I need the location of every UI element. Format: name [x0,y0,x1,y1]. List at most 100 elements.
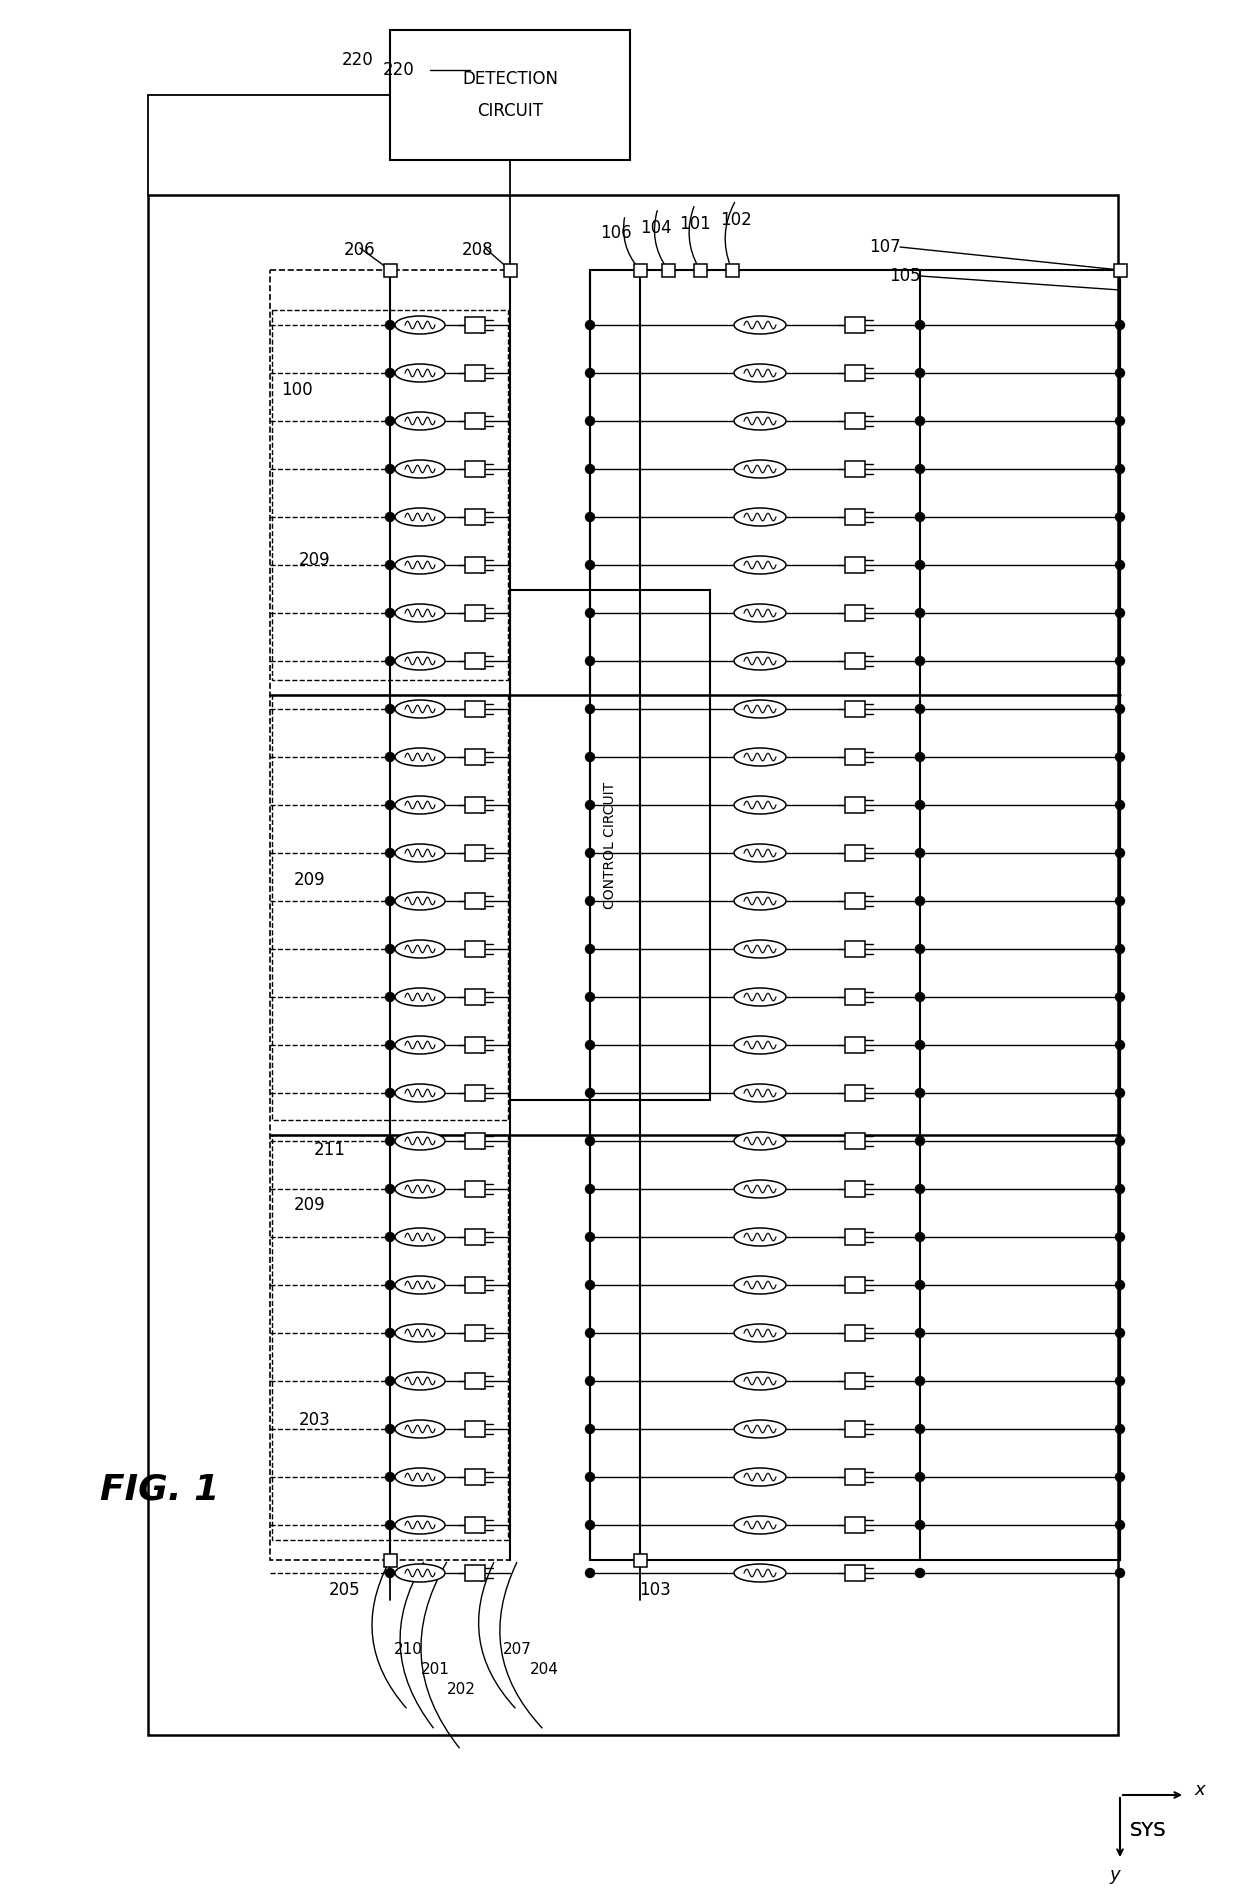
Ellipse shape [734,604,786,621]
Circle shape [585,1520,594,1530]
Bar [844,1085,866,1100]
Circle shape [1116,513,1125,521]
Circle shape [1116,1569,1125,1577]
Ellipse shape [734,1180,786,1199]
Circle shape [585,369,594,378]
Ellipse shape [734,1324,786,1341]
Circle shape [386,752,394,762]
Circle shape [915,464,925,473]
Text: 206: 206 [345,241,376,258]
Circle shape [915,1520,925,1530]
Bar [844,1374,866,1389]
Ellipse shape [396,796,445,813]
Bar [634,1554,646,1566]
Ellipse shape [396,1564,445,1583]
Bar [465,893,485,908]
Bar [465,796,485,813]
Circle shape [1116,1425,1125,1433]
Ellipse shape [734,412,786,429]
Circle shape [386,513,394,521]
Bar [844,604,866,621]
Text: 209: 209 [294,870,326,889]
Bar [465,846,485,861]
Circle shape [915,1089,925,1098]
Circle shape [386,416,394,426]
Bar [844,701,866,716]
Bar [844,1469,866,1486]
Text: 220: 220 [342,51,374,68]
Bar [844,365,866,382]
Ellipse shape [396,1277,445,1294]
Ellipse shape [734,844,786,863]
Circle shape [1116,705,1125,714]
Bar [661,264,675,277]
Ellipse shape [734,557,786,574]
Bar [844,1421,866,1436]
Bar [844,1324,866,1341]
Circle shape [1116,1472,1125,1482]
Circle shape [585,513,594,521]
Circle shape [386,1184,394,1193]
Circle shape [915,992,925,1001]
Ellipse shape [734,1564,786,1583]
Bar [465,1469,485,1486]
Circle shape [386,369,394,378]
Circle shape [1116,897,1125,906]
Ellipse shape [734,1227,786,1246]
Circle shape [585,608,594,618]
Bar [465,509,485,524]
Circle shape [915,1569,925,1577]
Circle shape [1116,1136,1125,1146]
Ellipse shape [396,988,445,1005]
Circle shape [585,944,594,954]
Bar [465,1324,485,1341]
Bar [844,462,866,477]
Circle shape [1116,1041,1125,1049]
Bar [465,1516,485,1533]
Circle shape [1116,608,1125,618]
Circle shape [386,1281,394,1290]
Bar [844,940,866,958]
Bar [148,196,1118,1735]
Circle shape [386,897,394,906]
Ellipse shape [734,1516,786,1533]
Ellipse shape [734,749,786,766]
Circle shape [915,849,925,857]
Circle shape [915,560,925,570]
Bar [465,365,485,382]
Circle shape [585,1136,594,1146]
Ellipse shape [396,1085,445,1102]
Text: 208: 208 [463,241,494,258]
Circle shape [915,1425,925,1433]
Circle shape [386,1328,394,1338]
Text: 106: 106 [600,224,632,241]
Bar [383,1554,397,1566]
Bar [844,1037,866,1053]
Ellipse shape [734,1419,786,1438]
Circle shape [585,1233,594,1241]
Ellipse shape [396,844,445,863]
Text: y: y [1110,1866,1120,1885]
Bar [844,1182,866,1197]
Circle shape [386,1569,394,1577]
Bar [465,604,485,621]
Circle shape [386,657,394,665]
Circle shape [1116,1328,1125,1338]
Ellipse shape [396,652,445,671]
Bar [693,264,707,277]
Bar [465,701,485,716]
Circle shape [915,1328,925,1338]
Ellipse shape [396,1469,445,1486]
Ellipse shape [734,1469,786,1486]
Text: SYS: SYS [1130,1820,1167,1839]
Bar [844,846,866,861]
Circle shape [585,416,594,426]
Ellipse shape [396,1419,445,1438]
Bar [465,1421,485,1436]
Circle shape [1116,1184,1125,1193]
Text: 207: 207 [502,1642,532,1657]
Ellipse shape [734,460,786,479]
Bar [465,412,485,429]
Circle shape [386,1376,394,1385]
Circle shape [915,1376,925,1385]
